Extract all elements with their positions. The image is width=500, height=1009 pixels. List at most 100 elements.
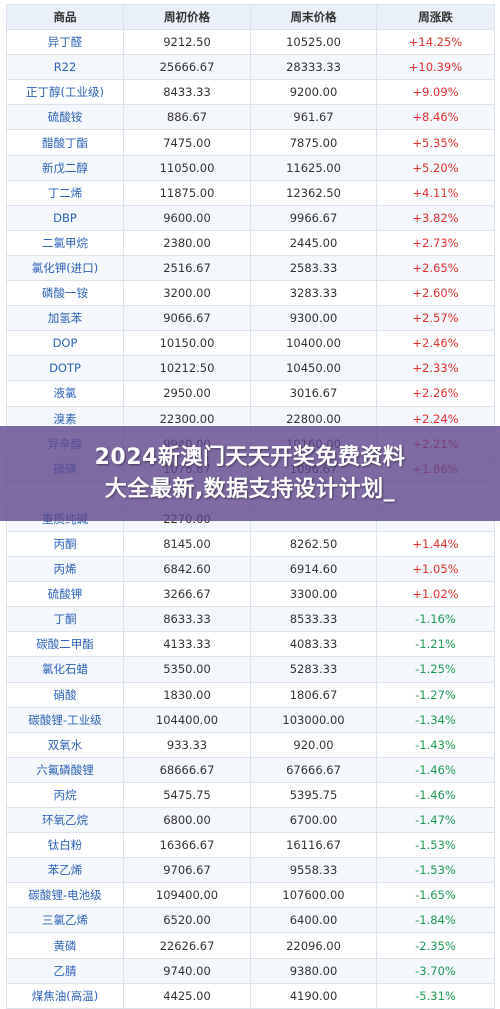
end-price: 3300.00 — [250, 581, 377, 608]
weekly-change: -3.70% — [376, 957, 495, 984]
start-price: 7475.00 — [123, 129, 251, 156]
end-price: 7875.00 — [250, 129, 377, 156]
end-price: 107600.00 — [250, 882, 377, 909]
weekly-change: +2.60% — [376, 280, 495, 307]
commodity-name: 丙烷 — [6, 781, 124, 809]
table-row: 磷酸一铵 3200.00 3283.33 +2.60% — [6, 280, 495, 307]
end-price: 22096.00 — [250, 932, 377, 959]
commodity-name: 丁二烯 — [6, 179, 124, 206]
table-row: 三氯乙烯 6520.00 6400.00 -1.84% — [6, 907, 495, 934]
table-row: 硝酸 1830.00 1806.67 -1.27% — [6, 681, 495, 708]
end-price: 10400.00 — [250, 330, 377, 357]
table-row: 硫酸钾 3266.67 3300.00 +1.02% — [6, 581, 495, 608]
start-price: 6800.00 — [123, 806, 251, 834]
end-price: 10450.00 — [250, 355, 377, 382]
start-price: 6842.60 — [123, 556, 251, 583]
end-price: 12362.50 — [250, 179, 377, 206]
commodity-name: 碳酸二甲酯 — [6, 631, 124, 658]
weekly-change: -1.46% — [376, 756, 495, 783]
weekly-change: +1.05% — [376, 556, 495, 583]
start-price: 1830.00 — [123, 681, 251, 708]
commodity-name: 环氧乙烷 — [6, 806, 124, 834]
commodity-name: 新戊二醇 — [6, 154, 124, 181]
commodity-name: 碳酸锂-电池级 — [6, 882, 124, 909]
weekly-change: -1.53% — [376, 857, 495, 884]
table-row: 钛白粉 16366.67 16116.67 -1.53% — [6, 832, 495, 859]
end-price: 920.00 — [250, 731, 377, 758]
commodity-name: 氯化钾(进口) — [6, 254, 124, 282]
end-price: 16116.67 — [250, 832, 377, 859]
weekly-change: +4.11% — [376, 179, 495, 206]
commodity-name: 苯乙烯 — [6, 857, 124, 884]
weekly-change: -1.47% — [376, 806, 495, 834]
weekly-change: +9.09% — [376, 79, 495, 106]
table-row: 碳酸二甲酯 4133.33 4083.33 -1.21% — [6, 631, 495, 658]
table-row: 六氟磷酸锂 68666.67 67666.67 -1.46% — [6, 756, 495, 783]
table-row: DBP 9600.00 9966.67 +3.82% — [6, 204, 495, 231]
banner-line-2: 大全最新,数据支持设计计划_ — [104, 476, 396, 502]
weekly-change: -1.25% — [376, 656, 495, 683]
table-row: 丁二烯 11875.00 12362.50 +4.11% — [6, 179, 495, 206]
start-price: 6520.00 — [123, 907, 251, 934]
weekly-change: +1.44% — [376, 530, 495, 558]
weekly-change: -1.43% — [376, 731, 495, 758]
end-price: 9200.00 — [250, 79, 377, 106]
commodity-name: 黄磷 — [6, 932, 124, 959]
banner-line-1: 2024新澳门天天开奖免费资料 — [94, 444, 406, 470]
weekly-change: -1.16% — [376, 606, 495, 633]
end-price: 4083.33 — [250, 631, 377, 658]
start-price: 9706.67 — [123, 857, 251, 884]
end-price: 103000.00 — [250, 706, 377, 733]
weekly-change: +5.35% — [376, 129, 495, 156]
header-name: 商品 — [6, 3, 124, 31]
commodity-name: 三氯乙烯 — [6, 907, 124, 934]
commodity-name: 丁酮 — [6, 606, 124, 633]
start-price: 68666.67 — [123, 756, 251, 783]
end-price: 3283.33 — [250, 280, 377, 307]
commodity-name: 六氟磷酸锂 — [6, 756, 124, 783]
end-price: 3016.67 — [250, 380, 377, 407]
commodity-name: DOP — [6, 330, 124, 357]
table-row: 丙烷 5475.75 5395.75 -1.46% — [6, 781, 495, 809]
table-header-row: 商品 周初价格 周末价格 周涨跌 — [6, 3, 495, 31]
start-price: 2380.00 — [123, 229, 251, 256]
table-row: 煤焦油(高温) 4425.00 4190.00 -5.31% — [6, 982, 495, 1009]
start-price: 3200.00 — [123, 280, 251, 307]
header-end-price: 周末价格 — [250, 3, 377, 31]
start-price: 10150.00 — [123, 330, 251, 357]
commodity-name: 钛白粉 — [6, 832, 124, 859]
weekly-change: +10.39% — [376, 54, 495, 81]
end-price: 11625.00 — [250, 154, 377, 181]
weekly-change: +2.73% — [376, 229, 495, 256]
end-price: 9380.00 — [250, 957, 377, 984]
end-price: 4190.00 — [250, 982, 377, 1009]
table-row: 丙烯 6842.60 6914.60 +1.05% — [6, 556, 495, 583]
weekly-change: -5.31% — [376, 982, 495, 1009]
price-table: 商品 周初价格 周末价格 周涨跌 异丁醛 9212.50 10525.00 +14.2… — [6, 3, 495, 1009]
commodity-name: 丙烯 — [6, 556, 124, 583]
end-price: 2445.00 — [250, 229, 377, 256]
commodity-name: 液氯 — [6, 380, 124, 407]
end-price: 1806.67 — [250, 681, 377, 708]
end-price: 67666.67 — [250, 756, 377, 783]
table-row: 醋酸丁酯 7475.00 7875.00 +5.35% — [6, 129, 495, 156]
end-price: 9966.67 — [250, 204, 377, 231]
end-price: 6700.00 — [250, 806, 377, 834]
weekly-change: +8.46% — [376, 104, 495, 131]
weekly-change: +14.25% — [376, 29, 495, 56]
end-price: 8262.50 — [250, 530, 377, 558]
table-row: 丙酮 8145.00 8262.50 +1.44% — [6, 530, 495, 558]
weekly-change: -1.84% — [376, 907, 495, 934]
start-price: 104400.00 — [123, 706, 251, 733]
commodity-name: R22 — [6, 54, 124, 81]
table-row: 氯化钾(进口) 2516.67 2583.33 +2.65% — [6, 254, 495, 282]
start-price: 9212.50 — [123, 29, 251, 56]
commodity-name: 硝酸 — [6, 681, 124, 708]
start-price: 4425.00 — [123, 982, 251, 1009]
commodity-name: 双氧水 — [6, 731, 124, 758]
end-price: 5395.75 — [250, 781, 377, 809]
commodity-name: 硫酸钾 — [6, 581, 124, 608]
start-price: 22626.67 — [123, 932, 251, 959]
table-row: DOTP 10212.50 10450.00 +2.33% — [6, 355, 495, 382]
start-price: 4133.33 — [123, 631, 251, 658]
